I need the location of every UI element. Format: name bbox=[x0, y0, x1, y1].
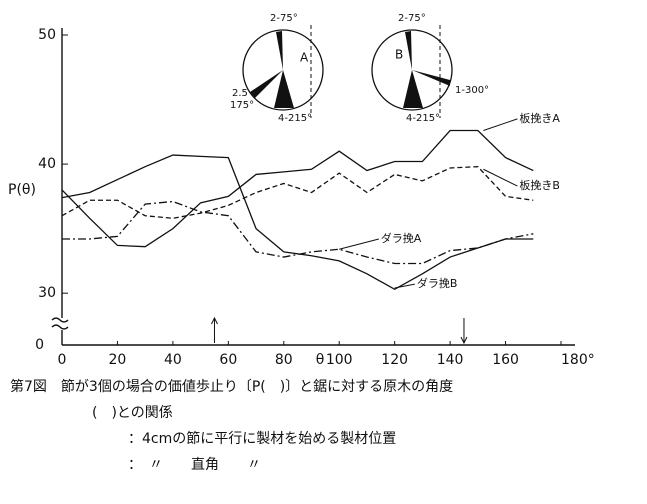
series-line bbox=[62, 167, 533, 219]
page: P(θ) θ 0 A 2-75° 2.5 175° 4-215° B 2-75°… bbox=[0, 0, 647, 504]
x-tick-label: 80 bbox=[275, 352, 293, 368]
caption-line: ： 〃 直角 〃 bbox=[128, 454, 261, 474]
position-arrow bbox=[211, 318, 217, 343]
caption-line: ( )との関係 bbox=[92, 402, 173, 422]
x-tick-label: 180° bbox=[561, 352, 595, 368]
inset-note: 175° bbox=[230, 100, 254, 111]
x-tick-label: 60 bbox=[219, 352, 237, 368]
x-tick-label: 0 bbox=[58, 352, 67, 368]
y-tick-label: 40 bbox=[38, 156, 56, 172]
y-tick-label: 50 bbox=[38, 27, 56, 43]
caption-line: 第7図 節が3個の場合の価値歩止り〔P( )〕と鋸に対する原木の角度 bbox=[10, 376, 453, 396]
x-tick-label: 40 bbox=[164, 352, 182, 368]
inset-note: 1-300° bbox=[455, 85, 489, 96]
series-line bbox=[62, 155, 533, 289]
x-tick-label: 20 bbox=[109, 352, 127, 368]
series-label: 板挽きA bbox=[519, 111, 560, 125]
series-label: ダラ挽A bbox=[381, 231, 422, 245]
inset-note: 4-215° bbox=[278, 113, 312, 124]
inset-note: 2-75° bbox=[270, 13, 298, 24]
chart: P(θ) θ 0 A 2-75° 2.5 175° 4-215° B 2-75°… bbox=[0, 0, 647, 372]
x-tick-label: 140 bbox=[437, 352, 464, 368]
x-tick-label: 160 bbox=[492, 352, 519, 368]
series-label: ダラ挽B bbox=[417, 276, 458, 290]
inset-label: A bbox=[300, 51, 309, 65]
inset-note: 2.5 bbox=[232, 88, 248, 99]
inset-note: 2-75° bbox=[398, 13, 426, 24]
inset-b bbox=[372, 25, 452, 118]
inset-label: B bbox=[395, 48, 403, 62]
series-label: 板挽きB bbox=[519, 178, 560, 192]
x-axis-label: θ bbox=[316, 352, 325, 368]
y-tick-label: 30 bbox=[38, 285, 56, 301]
x-tick-label: 100 bbox=[326, 352, 353, 368]
x-tick-label: 120 bbox=[381, 352, 408, 368]
leader-line bbox=[483, 119, 517, 131]
axis-break bbox=[52, 318, 68, 329]
leader-line bbox=[395, 284, 415, 288]
inset-a bbox=[243, 25, 323, 118]
leader-line bbox=[339, 239, 379, 249]
y-origin-label: 0 bbox=[35, 337, 44, 353]
caption-line: ：4cmの節に平行に製材を始める製材位置 bbox=[128, 428, 396, 448]
position-arrow bbox=[461, 318, 467, 343]
inset-note: 4-215° bbox=[406, 113, 440, 124]
y-axis-label: P(θ) bbox=[8, 182, 36, 198]
